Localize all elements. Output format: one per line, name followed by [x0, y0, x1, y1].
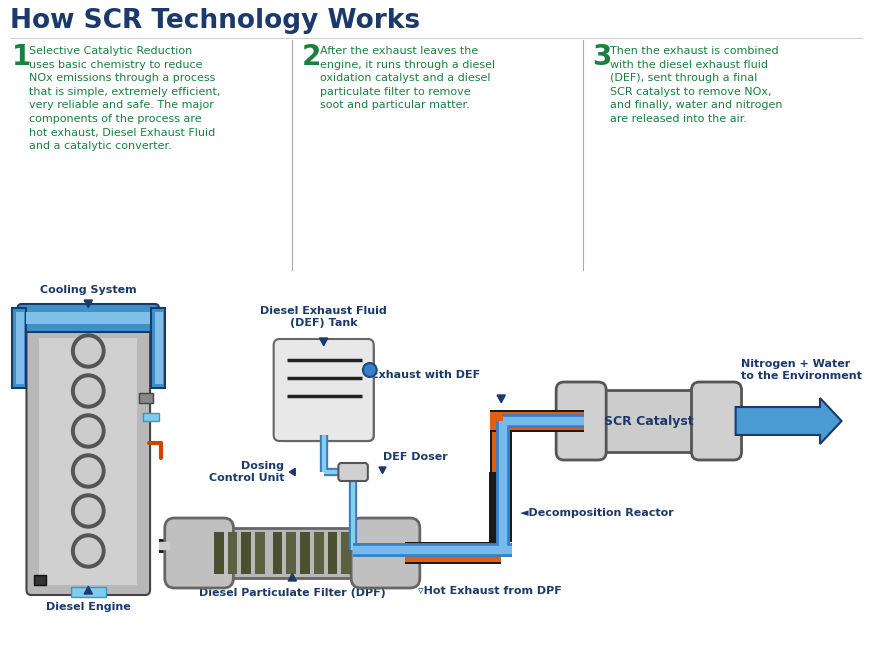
Text: Selective Catalytic Reduction
uses basic chemistry to reduce
NOx emissions throu: Selective Catalytic Reduction uses basic…	[29, 46, 220, 151]
Text: Nitrogen + Water
to the Environment: Nitrogen + Water to the Environment	[741, 359, 861, 381]
Bar	[214, 532, 224, 574]
Bar	[255, 532, 265, 574]
Text: 1: 1	[12, 43, 31, 71]
Bar	[286, 532, 296, 574]
FancyBboxPatch shape	[692, 382, 741, 460]
Circle shape	[72, 494, 105, 528]
Circle shape	[76, 538, 101, 564]
Circle shape	[363, 363, 377, 377]
Bar	[405, 544, 501, 562]
Text: Cooling System: Cooling System	[40, 285, 137, 295]
Bar	[491, 410, 583, 432]
Bar	[273, 532, 283, 574]
Polygon shape	[84, 586, 92, 594]
Bar	[491, 412, 583, 430]
FancyBboxPatch shape	[164, 518, 234, 588]
FancyBboxPatch shape	[27, 328, 150, 595]
Polygon shape	[289, 468, 295, 475]
Bar	[589, 390, 709, 452]
Bar	[16, 312, 23, 384]
Bar	[27, 312, 150, 324]
Circle shape	[76, 378, 101, 404]
FancyBboxPatch shape	[277, 343, 373, 441]
Bar	[405, 542, 501, 564]
FancyBboxPatch shape	[18, 304, 159, 332]
Circle shape	[76, 458, 101, 484]
Text: Then the exhaust is combined
with the diesel exhaust fluid
(DEF), sent through a: Then the exhaust is combined with the di…	[610, 46, 782, 124]
Bar	[70, 587, 106, 597]
FancyArrow shape	[735, 398, 842, 444]
Text: ◄Decomposition Reactor: ◄Decomposition Reactor	[520, 508, 674, 518]
Bar	[155, 312, 163, 384]
Text: Diesel Exhaust Fluid
(DEF) Tank: Diesel Exhaust Fluid (DEF) Tank	[260, 306, 387, 328]
Circle shape	[76, 418, 101, 444]
Bar	[490, 472, 503, 550]
FancyBboxPatch shape	[351, 518, 420, 588]
Bar	[341, 532, 351, 574]
Text: After the exhaust leaves the
engine, it runs through a diesel
oxidation catalyst: After the exhaust leaves the engine, it …	[320, 46, 495, 110]
Circle shape	[76, 338, 101, 364]
Circle shape	[72, 414, 105, 448]
Bar	[151, 308, 164, 388]
Bar	[140, 393, 153, 403]
Bar	[314, 532, 324, 574]
FancyBboxPatch shape	[276, 341, 373, 441]
Polygon shape	[288, 573, 296, 581]
Bar	[39, 338, 137, 585]
Bar	[204, 528, 380, 578]
Bar	[199, 528, 386, 578]
FancyBboxPatch shape	[274, 339, 373, 441]
Text: 2: 2	[302, 43, 322, 71]
Polygon shape	[379, 467, 386, 473]
Text: Diesel Particulate Filter (DPF): Diesel Particulate Filter (DPF)	[199, 588, 386, 598]
Circle shape	[72, 374, 105, 408]
Bar	[143, 413, 159, 421]
Bar	[493, 432, 510, 542]
FancyBboxPatch shape	[557, 382, 606, 460]
Text: 3: 3	[592, 43, 612, 71]
Polygon shape	[497, 395, 505, 402]
Circle shape	[72, 534, 105, 568]
Bar	[491, 432, 512, 542]
Text: Dosing
Control Unit: Dosing Control Unit	[209, 461, 284, 483]
Circle shape	[72, 334, 105, 368]
Bar	[228, 532, 237, 574]
Bar	[328, 532, 338, 574]
Bar	[583, 390, 714, 452]
Text: DEF Doser: DEF Doser	[382, 452, 447, 462]
Polygon shape	[84, 300, 92, 307]
FancyBboxPatch shape	[279, 345, 373, 441]
Bar	[35, 575, 46, 585]
Text: Exhaust with DEF: Exhaust with DEF	[372, 370, 481, 380]
Text: Diesel Engine: Diesel Engine	[46, 602, 131, 612]
Bar	[300, 532, 310, 574]
FancyBboxPatch shape	[339, 463, 368, 481]
Text: SCR Catalyst: SCR Catalyst	[604, 414, 693, 428]
Text: How SCR Technology Works: How SCR Technology Works	[10, 8, 420, 34]
Text: ▿Hot Exhaust from DPF: ▿Hot Exhaust from DPF	[418, 586, 562, 596]
Polygon shape	[319, 338, 328, 346]
Circle shape	[76, 498, 101, 524]
Circle shape	[72, 454, 105, 488]
Bar	[241, 532, 251, 574]
Bar	[12, 308, 26, 388]
